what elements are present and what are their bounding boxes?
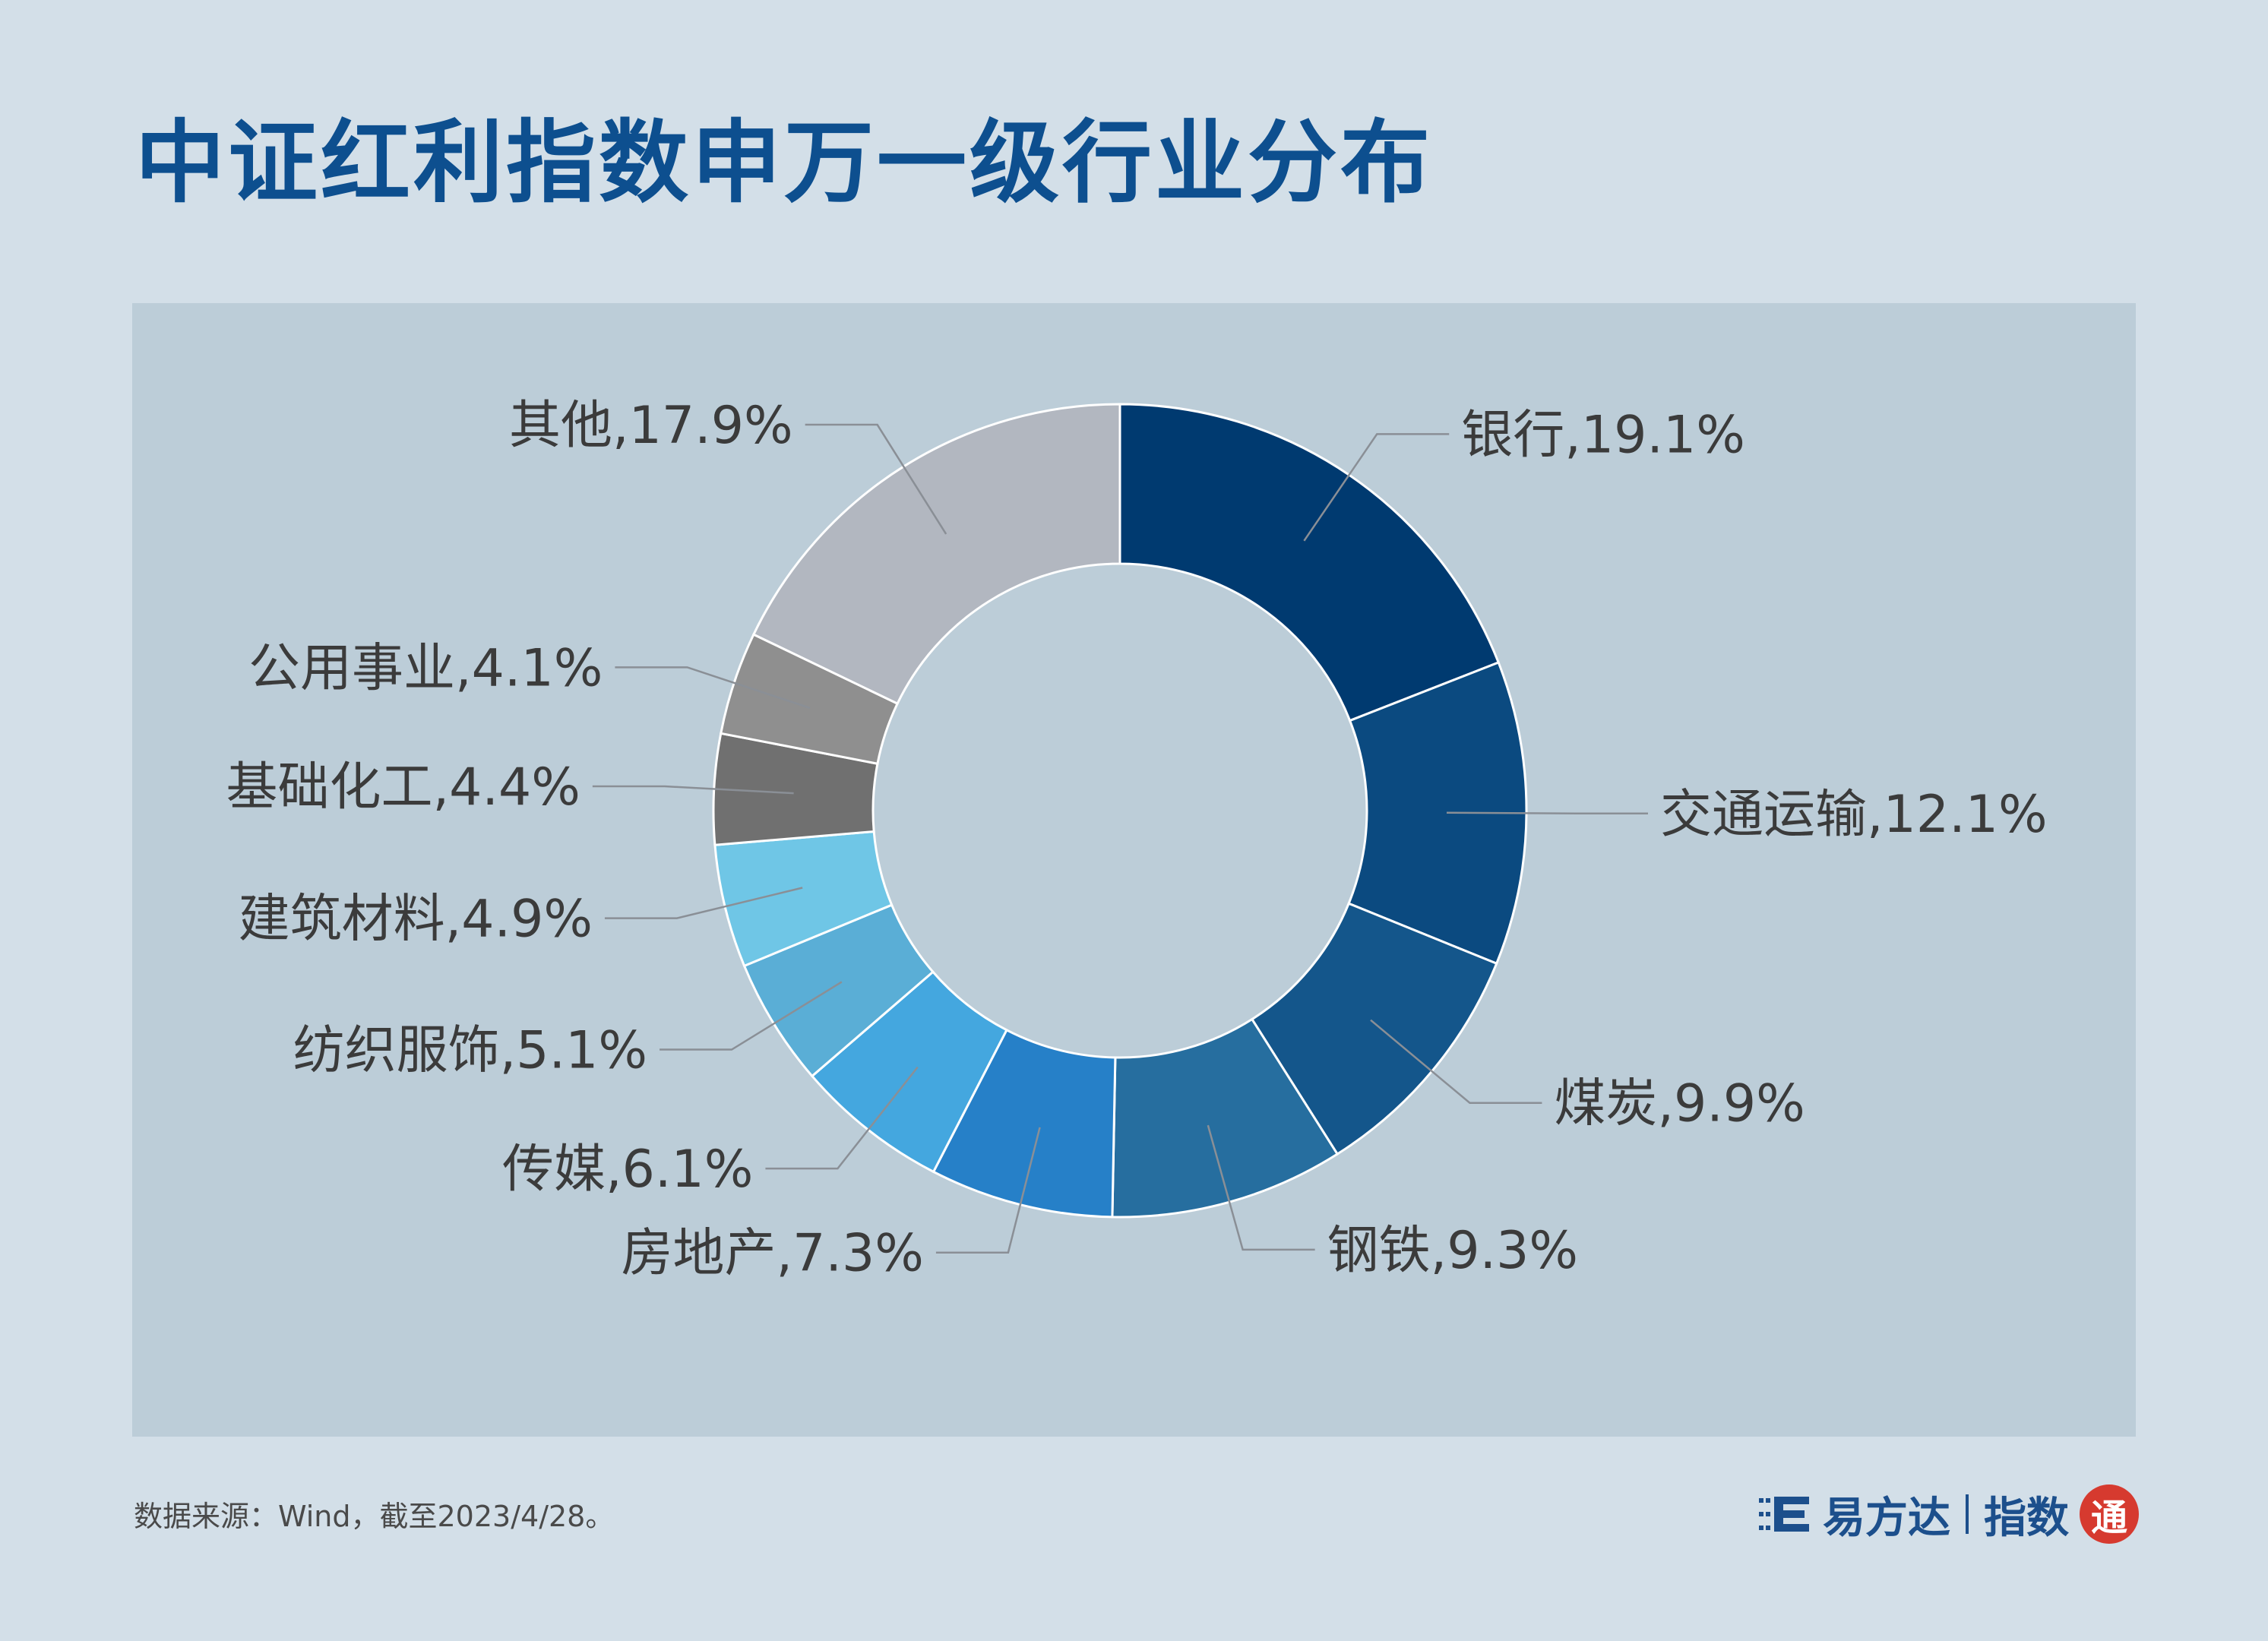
brand-e-icon [1759,1495,1812,1533]
leader-line [660,981,843,1051]
leader-line [615,666,811,710]
slice-交通运输 [1347,661,1528,966]
data-label: 银行,19.1% [1461,405,1745,465]
leader-line [1370,1019,1542,1104]
brand-logo: 易方达 指数 通 [1759,1480,2139,1548]
leader-line [935,1127,1041,1254]
data-label: 传媒,6.1% [502,1140,753,1200]
slice-银行 [1118,403,1501,722]
brand-divider [1966,1494,1969,1534]
chart-title: 中证红利指数申万一级行业分布 [135,110,1434,215]
brand-seal-icon: 通 [2080,1484,2139,1544]
leader-line [1303,433,1450,542]
leader-line [765,1066,919,1170]
slice-其他 [751,403,1121,706]
donut-chart: 银行,19.1% 交通运输,12.1% 煤炭,9.9% 钢铁,9.3% 房地产,7.3%… [226,396,2048,1284]
data-label: 纺织服饰,5.1% [293,1021,647,1081]
data-label: 钢铁,9.3% [1327,1221,1578,1281]
data-label: 房地产,7.3% [622,1224,924,1284]
leader-line [805,423,947,535]
leader-line [1207,1124,1315,1251]
brand-sub: 指数 [1984,1493,2069,1543]
leader-line [592,785,794,795]
chart-panel: 银行,19.1% 交通运输,12.1% 煤炭,9.9% 钢铁,9.3% 房地产,7.3%… [132,303,2136,1437]
data-label: 基础化工,4.4% [226,757,580,817]
data-label: 煤炭,9.9% [1554,1074,1805,1134]
leader-line [604,887,803,919]
data-label: 交通运输,12.1% [1660,785,2048,845]
source-note: 数据来源：Wind，截至2023/4/28。 [134,1500,615,1533]
brand-name: 易方达 [1823,1493,1950,1543]
data-label: 其他,17.9% [509,396,793,456]
data-label: 公用事业,4.1% [248,638,603,698]
leader-line [1446,811,1648,815]
data-label: 建筑材料,4.9% [239,890,593,950]
